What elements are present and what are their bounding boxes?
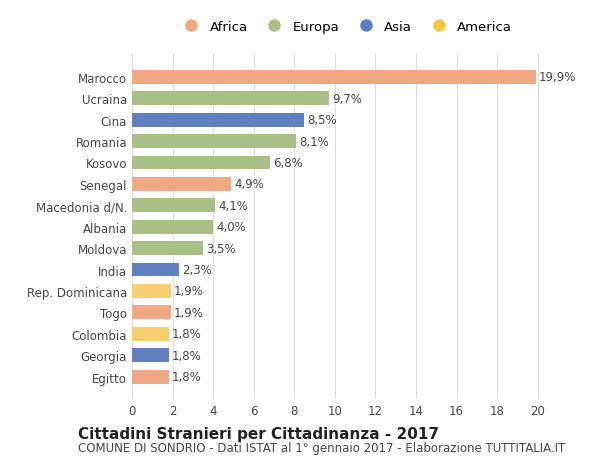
Bar <box>132 135 296 149</box>
Bar <box>132 284 170 298</box>
Text: 8,5%: 8,5% <box>307 114 337 127</box>
Bar <box>132 348 169 362</box>
Bar <box>132 327 169 341</box>
Text: 4,9%: 4,9% <box>235 178 265 191</box>
Text: 1,9%: 1,9% <box>173 306 203 319</box>
Text: 1,8%: 1,8% <box>172 370 202 383</box>
Bar <box>132 263 179 277</box>
Bar <box>132 156 270 170</box>
Text: 8,1%: 8,1% <box>299 135 329 148</box>
Text: COMUNE DI SONDRIO - Dati ISTAT al 1° gennaio 2017 - Elaborazione TUTTITALIA.IT: COMUNE DI SONDRIO - Dati ISTAT al 1° gen… <box>78 442 565 454</box>
Text: 1,8%: 1,8% <box>172 349 202 362</box>
Text: 9,7%: 9,7% <box>332 93 362 106</box>
Text: 1,8%: 1,8% <box>172 328 202 341</box>
Text: 6,8%: 6,8% <box>273 157 303 170</box>
Bar <box>132 71 536 84</box>
Bar <box>132 178 232 191</box>
Bar <box>132 113 304 127</box>
Bar <box>132 306 170 319</box>
Legend: Africa, Europa, Asia, America: Africa, Europa, Asia, America <box>174 17 516 38</box>
Text: 3,5%: 3,5% <box>206 242 236 255</box>
Bar <box>132 241 203 256</box>
Bar <box>132 199 215 213</box>
Bar <box>132 220 213 234</box>
Bar <box>132 92 329 106</box>
Bar <box>132 370 169 384</box>
Text: 4,1%: 4,1% <box>218 199 248 213</box>
Text: 19,9%: 19,9% <box>539 71 576 84</box>
Text: 2,3%: 2,3% <box>182 263 211 276</box>
Text: 4,0%: 4,0% <box>216 221 246 234</box>
Text: 1,9%: 1,9% <box>173 285 203 298</box>
Text: Cittadini Stranieri per Cittadinanza - 2017: Cittadini Stranieri per Cittadinanza - 2… <box>78 425 439 441</box>
